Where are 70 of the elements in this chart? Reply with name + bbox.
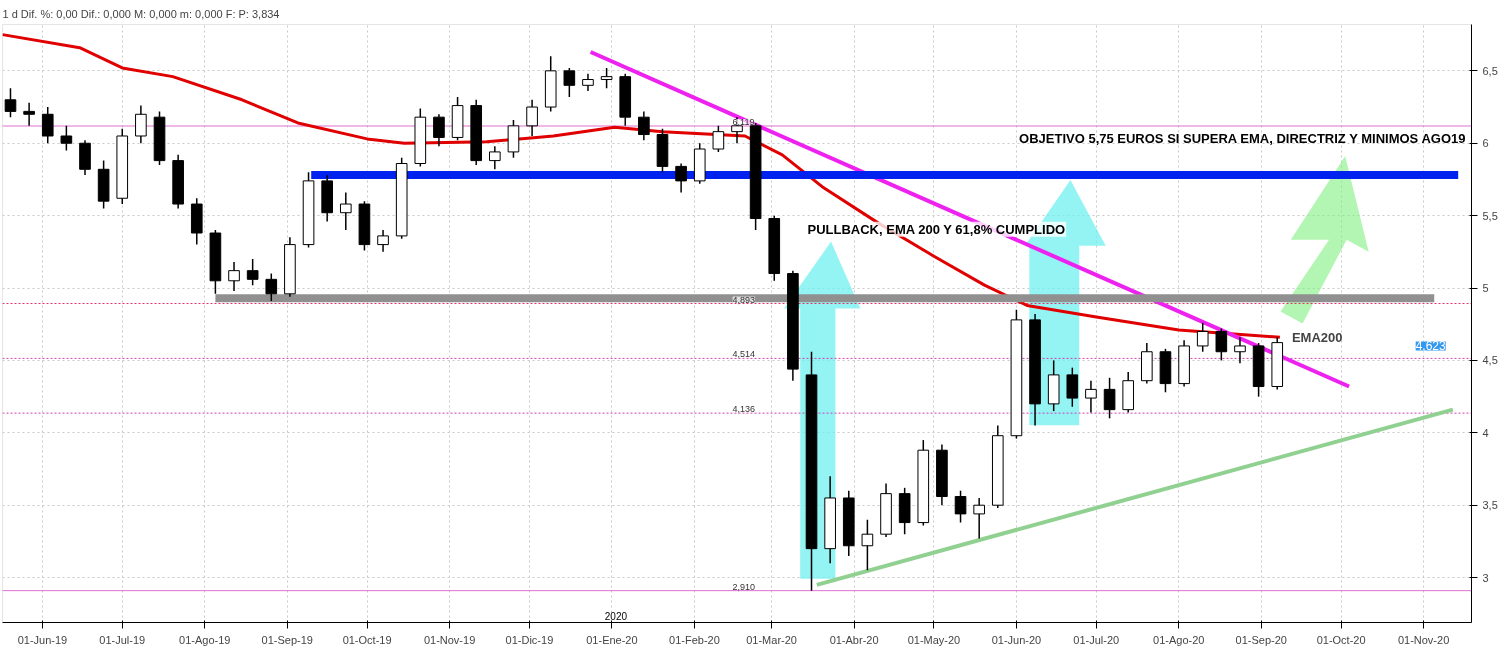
candlestick [1141, 342, 1153, 385]
x-tick-label: 01-Ago-20 [1153, 633, 1205, 646]
x-tick-label: 01-Sep-20 [1235, 633, 1287, 646]
ref-line-label: 6,119 [732, 117, 755, 127]
annotation: 2020 [604, 610, 628, 622]
candlestick [1271, 336, 1284, 391]
x-tick-label: 01-Nov-20 [1397, 633, 1450, 646]
candlestick [1029, 313, 1041, 427]
y-tick-label: 5,5 [1482, 209, 1498, 222]
candlestick [339, 191, 352, 231]
ref-line-label: 4,514 [732, 349, 756, 360]
candlestick [1234, 336, 1246, 365]
candlestick [824, 475, 836, 564]
x-tick-label: 01-Ago-19 [179, 633, 231, 646]
candlestick [172, 154, 184, 210]
candlestick [805, 350, 818, 592]
x-tick-label: 01-Nov-19 [423, 633, 476, 646]
y-tick-label: 5 [1482, 282, 1489, 295]
candlestick [79, 139, 91, 176]
candlestick [582, 72, 594, 92]
annotation: PULLBACK, EMA 200 Y 61,8% CUMPLIDO [807, 221, 1066, 237]
candlestick [1122, 371, 1135, 414]
y-tick-label: 6 [1482, 137, 1489, 150]
y-tick-label: 3,5 [1482, 499, 1498, 512]
x-tick-label: 01-Jul-19 [99, 633, 146, 646]
candlestick [991, 424, 1004, 509]
candlestick [675, 162, 687, 194]
x-tick-label: 01-Jun-20 [991, 633, 1042, 646]
y-tick-label: 3 [1482, 571, 1489, 584]
ref-line-label: 2,910 [732, 581, 756, 592]
x-tick-label: 01-Jul-20 [1073, 633, 1120, 646]
candlestick [190, 197, 203, 246]
candlestick [377, 229, 389, 253]
candlestick [321, 174, 333, 223]
y-tick-label: 4,5 [1482, 354, 1498, 367]
ref-line-label: 4,136 [732, 404, 756, 415]
candlestick [1178, 339, 1190, 388]
candlestick [936, 443, 948, 506]
x-tick-label: 01-Jun-19 [17, 633, 68, 646]
candlestick [787, 269, 799, 382]
series-label: EMA200 [1291, 330, 1343, 346]
candlestick [880, 482, 892, 538]
chart-title: 1 d Dif. %: 0,00 Dif.: 0,000 M: 0,000 m: 0,000 F: P: 3,834 [2, 7, 280, 20]
candlestick [228, 261, 240, 292]
candlestick [23, 101, 35, 127]
x-tick-label: 01-Ene-20 [586, 633, 638, 646]
y-tick-label: 4 [1482, 426, 1489, 439]
annotation: OBJETIVO 5,75 EUROS SI SUPERA EMA, DIRECTRIZ Y MINIMOS AGO19 [1019, 130, 1466, 146]
annotation: 4,623 [1415, 339, 1447, 354]
x-tick-label: 01-Oct-20 [1316, 633, 1366, 646]
candlestick [489, 145, 501, 171]
x-tick-label: 01-Sep-19 [261, 633, 313, 646]
candlestick [284, 236, 296, 298]
candlestick [619, 72, 632, 127]
candlestick [526, 99, 538, 137]
x-tick-label: 01-Dic-19 [505, 633, 554, 646]
candlestick [973, 497, 985, 540]
candlestick [638, 110, 650, 142]
x-tick-label: 01-Mar-20 [746, 633, 797, 646]
x-tick-label: 01-May-20 [907, 633, 961, 646]
candlestick [135, 104, 147, 144]
x-tick-label: 01-Feb-20 [669, 633, 720, 646]
candlestick [433, 113, 445, 147]
candlestick [842, 489, 855, 557]
y-tick-label: 6,5 [1482, 64, 1498, 77]
candlestick [470, 99, 483, 166]
ref-line-label: 4,893 [732, 294, 756, 305]
x-tick-label: 01-Oct-19 [342, 633, 392, 646]
x-tick-label: 01-Abr-20 [829, 633, 879, 646]
candlestick [1085, 379, 1097, 414]
